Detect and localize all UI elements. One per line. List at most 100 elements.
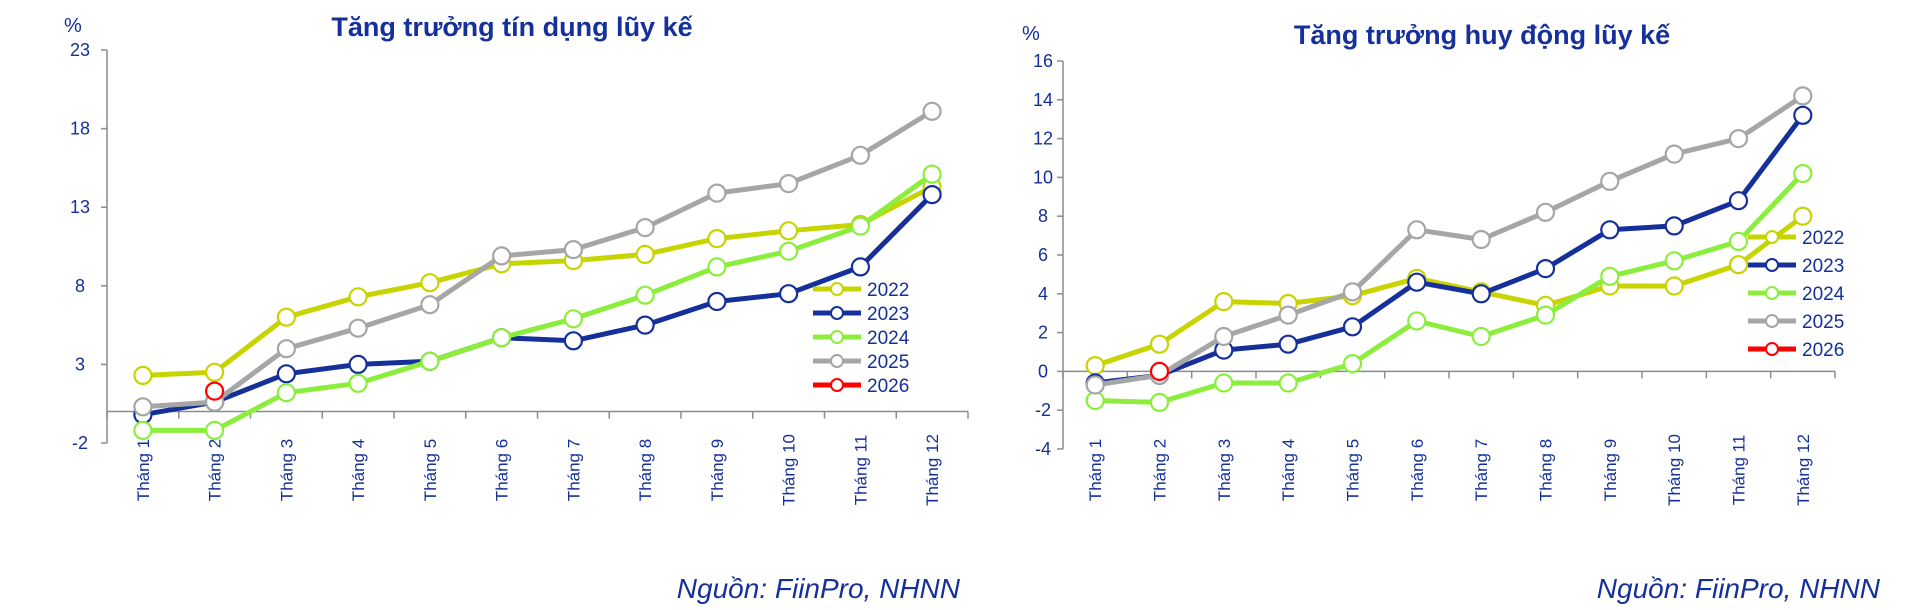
series-line-2024 [1095, 171, 1805, 405]
data-point-2023 [1728, 191, 1749, 211]
data-point-2023 [1342, 317, 1363, 337]
legend-marker-2024 [830, 330, 844, 344]
data-point-2022 [1085, 356, 1105, 376]
x-tick-label: Tháng 2 [1151, 439, 1170, 501]
data-point-2024 [1535, 305, 1556, 325]
y-tick-label: -2 [1035, 400, 1051, 420]
data-point-2025 [420, 295, 440, 315]
data-point-2025 [1342, 282, 1363, 302]
data-point-2022 [778, 221, 799, 241]
data-point-2023 [1471, 284, 1491, 304]
legend-marker-2024 [1765, 286, 1779, 300]
data-point-2024 [420, 351, 440, 371]
data-point-2024 [205, 420, 225, 440]
data-point-2022 [1149, 334, 1170, 354]
data-point-2023 [1664, 216, 1684, 236]
data-point-2025 [922, 101, 942, 121]
data-point-2024 [707, 257, 727, 277]
x-tick-label: Tháng 6 [1408, 439, 1427, 501]
data-point-2022 [1728, 255, 1749, 275]
data-point-2024 [1793, 163, 1813, 184]
legend-label-2025: 2025 [867, 352, 909, 373]
chart-title: Tăng trưởng tín dụng lũy kế [331, 12, 693, 42]
data-point-2022 [1664, 276, 1684, 296]
data-point-2025 [1728, 129, 1749, 149]
data-point-2022 [276, 307, 296, 327]
data-point-2026 [1149, 361, 1170, 381]
legend-marker-2022 [1765, 230, 1779, 244]
data-point-2024 [1728, 231, 1749, 251]
data-point-2025 [850, 145, 871, 165]
legend-marker-2025 [830, 354, 844, 368]
x-tick-label: Tháng 6 [493, 439, 512, 501]
data-point-2022 [133, 365, 153, 385]
data-point-2025 [348, 318, 368, 338]
data-point-2023 [1278, 334, 1298, 354]
x-tick-label: Tháng 9 [708, 439, 727, 501]
x-tick-label: Tháng 11 [851, 435, 870, 506]
y-tick-label: 23 [70, 40, 90, 60]
deposit-growth-chart: % Tăng trưởng huy động lũy kế Nguồn: Fii… [1022, 20, 1881, 604]
data-point-2024 [850, 216, 871, 236]
y-tick-label: 3 [75, 354, 85, 374]
data-point-2025 [778, 174, 799, 194]
legend-marker-2026 [830, 378, 844, 392]
data-point-2024 [492, 328, 512, 348]
x-tick-label: Tháng 12 [923, 434, 942, 506]
x-tick-label: Tháng 1 [134, 439, 153, 501]
x-tick-label: Tháng 3 [277, 439, 296, 501]
y-tick-label: 8 [75, 276, 85, 296]
series-line-2022 [1094, 214, 1805, 368]
data-point-2024 [1664, 251, 1684, 271]
y-tick-label: 0 [1038, 361, 1048, 381]
data-point-2024 [133, 420, 153, 440]
x-tick-label: Tháng 3 [1215, 439, 1234, 501]
y-unit-label: % [1022, 23, 1040, 45]
data-point-2022 [1793, 206, 1813, 226]
y-tick-label: 2 [1038, 323, 1048, 343]
data-point-2025 [563, 240, 584, 260]
legend-marker-2025 [1765, 314, 1779, 328]
legend-label-2025: 2025 [1802, 312, 1844, 333]
data-point-2024 [778, 241, 799, 261]
legend-label-2024: 2024 [1802, 284, 1845, 305]
x-tick-label: Tháng 7 [564, 439, 583, 501]
x-tick-label: Tháng 10 [780, 434, 799, 506]
data-point-2022 [707, 229, 727, 249]
legend-label-2022: 2022 [867, 280, 909, 301]
data-point-2025 [635, 218, 655, 238]
data-point-2022 [635, 244, 655, 264]
y-tick-label: 6 [1038, 245, 1048, 265]
x-tick-label: Tháng 12 [1794, 434, 1813, 506]
data-point-2025 [1407, 220, 1427, 240]
data-point-2025 [133, 397, 153, 417]
series-line-2025 [142, 109, 934, 410]
x-tick-label: Tháng 9 [1601, 439, 1620, 501]
data-point-2023 [276, 364, 296, 384]
data-point-2023 [707, 291, 727, 312]
x-tick-label: Tháng 4 [349, 439, 368, 501]
data-point-2023 [778, 284, 799, 304]
data-point-2024 [1149, 392, 1170, 412]
data-point-2025 [1600, 171, 1620, 191]
data-point-2024 [1600, 266, 1620, 286]
y-tick-label: -4 [1035, 439, 1051, 459]
data-point-2025 [1471, 229, 1491, 250]
series-line-2023 [142, 192, 934, 418]
legend-marker-2023 [1765, 258, 1779, 272]
data-point-2023 [563, 331, 584, 351]
y-tick-label: -2 [72, 433, 88, 453]
data-point-2022 [1214, 292, 1234, 312]
series-line-2024 [142, 172, 934, 433]
series-line-2022 [142, 184, 934, 378]
data-point-2023 [1600, 220, 1620, 240]
data-point-2026 [205, 381, 225, 401]
data-point-2024 [1407, 311, 1427, 331]
data-point-2025 [1664, 144, 1684, 164]
x-tick-label: Tháng 5 [1344, 439, 1363, 501]
data-point-2023 [635, 315, 655, 335]
legend-label-2024: 2024 [867, 328, 910, 349]
data-point-2024 [922, 164, 942, 184]
legend-label-2026: 2026 [1802, 340, 1844, 361]
